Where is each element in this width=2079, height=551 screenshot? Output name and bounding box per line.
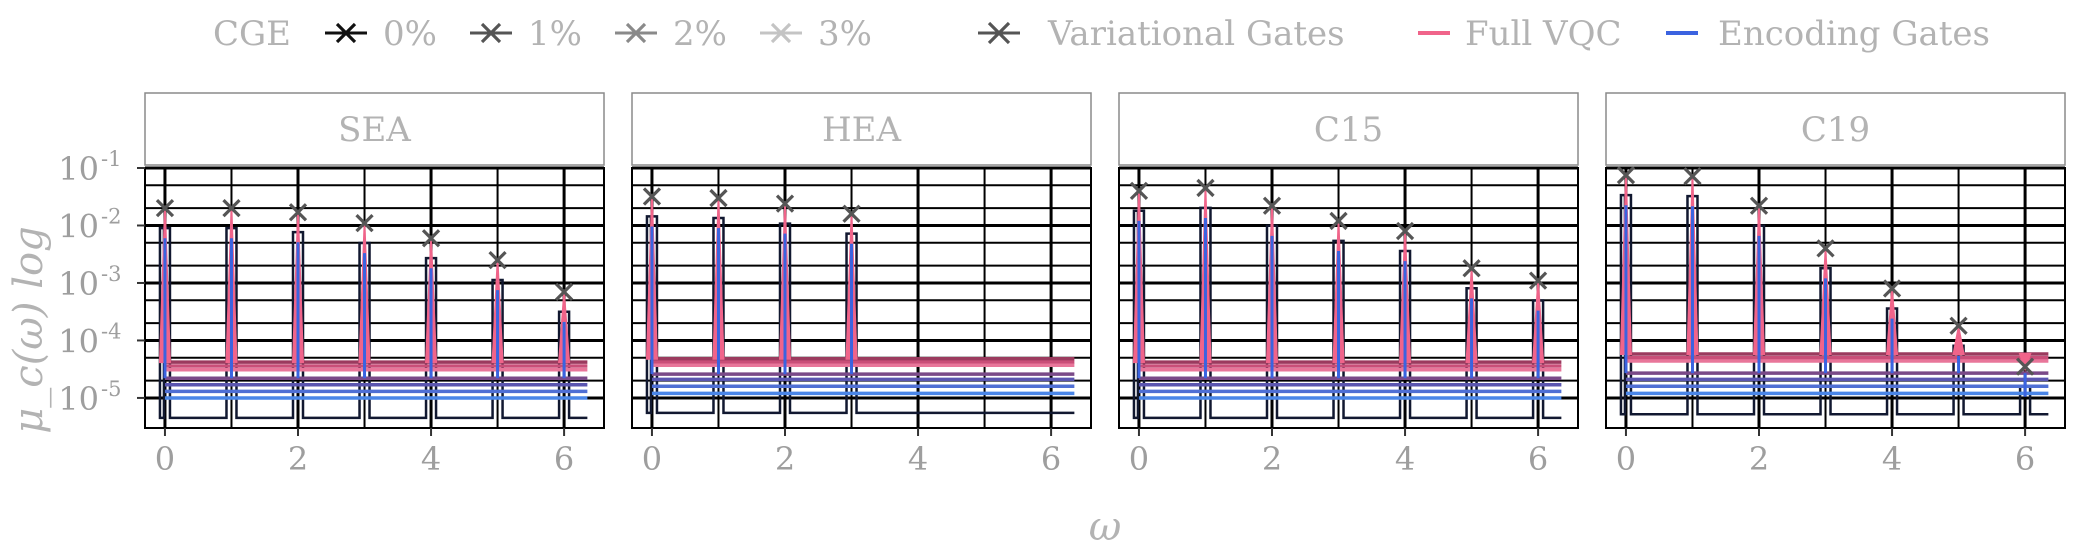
marker-variational-6 (1528, 271, 1548, 290)
series-encoding-cge-0 (158, 226, 588, 420)
x-tick-label: 4 (421, 440, 441, 478)
facet-strip-label: C19 (1801, 110, 1870, 150)
x-tick-label: 0 (642, 440, 662, 478)
marker-variational-1 (222, 199, 241, 218)
plot-area (1118, 167, 1579, 429)
legend-marker-cge-0 (335, 22, 357, 44)
x-tick-label: 6 (554, 440, 574, 478)
y-tick-exponent: -4 (101, 319, 121, 343)
spike-full-vqc-6 (2018, 353, 2032, 372)
marker-variational-0 (155, 199, 175, 218)
legend-label-encoding: Encoding Gates (1718, 14, 1990, 54)
marker-variational-0 (1616, 166, 1636, 185)
y-axis: 10-110-210-310-410-5 (58, 147, 145, 418)
x-tick-label: 0 (1616, 440, 1636, 478)
panel-c19: C19 0 2 4 6 (1605, 92, 2066, 478)
marker-variational-1 (1683, 167, 1702, 186)
legend: CGE 0% 1% 2% 3% Variational Gates Full VQC Enco… (213, 14, 1990, 54)
y-tick-label: 10 (58, 150, 99, 188)
plot-area (1605, 167, 2066, 429)
marker-variational-4 (1395, 221, 1415, 241)
panel-hea: HEA 0 2 4 6 (631, 92, 1092, 478)
x-tick-label: 2 (1262, 440, 1282, 478)
legend-marker-variational (987, 21, 1011, 45)
legend-marker-cge-1 (480, 22, 502, 44)
legend-marker-cge-3 (770, 22, 792, 44)
legend-label-cge-3: 3% (818, 14, 872, 54)
facet-strip-label: SEA (338, 110, 411, 150)
legend-title-cge: CGE (213, 14, 291, 54)
marker-variational-3 (842, 204, 861, 223)
y-tick-exponent: -2 (101, 204, 121, 228)
y-tick-label: 10 (58, 207, 99, 245)
x-tick-label: 2 (775, 440, 795, 478)
panel-c15: C15 0 2 4 6 (1118, 92, 1579, 478)
facet-strip (1118, 92, 1579, 166)
y-tick-exponent: -5 (101, 377, 121, 401)
x-tick-label: 0 (1129, 440, 1149, 478)
marker-variational-5 (1949, 316, 1968, 335)
marker-variational-4 (421, 229, 441, 248)
y-axis-title: μ_c(ω) log (6, 226, 52, 433)
facet-strip-label: C15 (1314, 110, 1383, 150)
y-tick-exponent: -3 (101, 262, 121, 286)
marker-variational-1 (1196, 178, 1215, 198)
marker-variational-3 (355, 213, 374, 233)
marker-variational-2 (288, 203, 308, 222)
marker-variational-1 (709, 188, 728, 208)
spike-full-vqc-5 (1952, 327, 1965, 356)
marker-variational-2 (1262, 196, 1282, 215)
facet-strip (1605, 92, 2066, 166)
x-tick-label: 6 (1528, 440, 1548, 478)
panel-sea: SEA 0 2 4 6 (144, 92, 605, 478)
marker-variational-5 (488, 250, 507, 270)
x-tick-label: 2 (288, 440, 308, 478)
y-tick-label: 10 (58, 380, 99, 418)
marker-variational-2 (775, 194, 795, 213)
x-tick-label: 0 (155, 440, 175, 478)
marker-variational-6 (554, 282, 574, 302)
x-tick-label: 4 (1395, 440, 1415, 478)
marker-variational-0 (642, 187, 662, 206)
marker-variational-3 (1329, 211, 1348, 231)
legend-label-cge-2: 2% (673, 14, 727, 54)
facet-strip-label: HEA (822, 110, 901, 150)
x-tick-label: 4 (908, 440, 928, 478)
series-encoding-cge-0 (1619, 193, 2049, 416)
marker-variational-3 (1816, 239, 1835, 258)
marker-variational-6 (2015, 357, 2035, 376)
series-encoding-cge-0 (645, 215, 1075, 415)
marker-variational-2 (1749, 196, 1769, 215)
x-tick-label: 6 (2015, 440, 2035, 478)
facet-panels: SEA 0 2 4 6 HEA 0 2 4 6 C15 0 2 4 6 C19 0 2 4 6 (144, 92, 2066, 478)
x-tick-label: 4 (1882, 440, 1902, 478)
x-tick-label: 2 (1749, 440, 1769, 478)
legend-label-cge-1: 1% (528, 14, 582, 54)
marker-variational-5 (1462, 259, 1481, 278)
x-axis-title: ω (1089, 504, 1122, 550)
legend-label-variational: Variational Gates (1047, 14, 1345, 54)
legend-label-cge-0: 0% (383, 14, 437, 54)
y-tick-label: 10 (58, 322, 99, 360)
plot-area (631, 167, 1092, 429)
y-tick-exponent: -1 (101, 147, 121, 171)
plot-area (144, 167, 605, 429)
legend-label-full-vqc: Full VQC (1465, 14, 1622, 54)
marker-variational-0 (1129, 181, 1149, 201)
facet-strip (144, 92, 605, 166)
y-tick-label: 10 (58, 265, 99, 303)
legend-marker-cge-2 (625, 22, 647, 44)
marker-variational-4 (1882, 279, 1902, 298)
x-tick-label: 6 (1041, 440, 1061, 478)
series-encoding-cge-0 (1132, 206, 1562, 420)
facet-strip (631, 92, 1092, 166)
